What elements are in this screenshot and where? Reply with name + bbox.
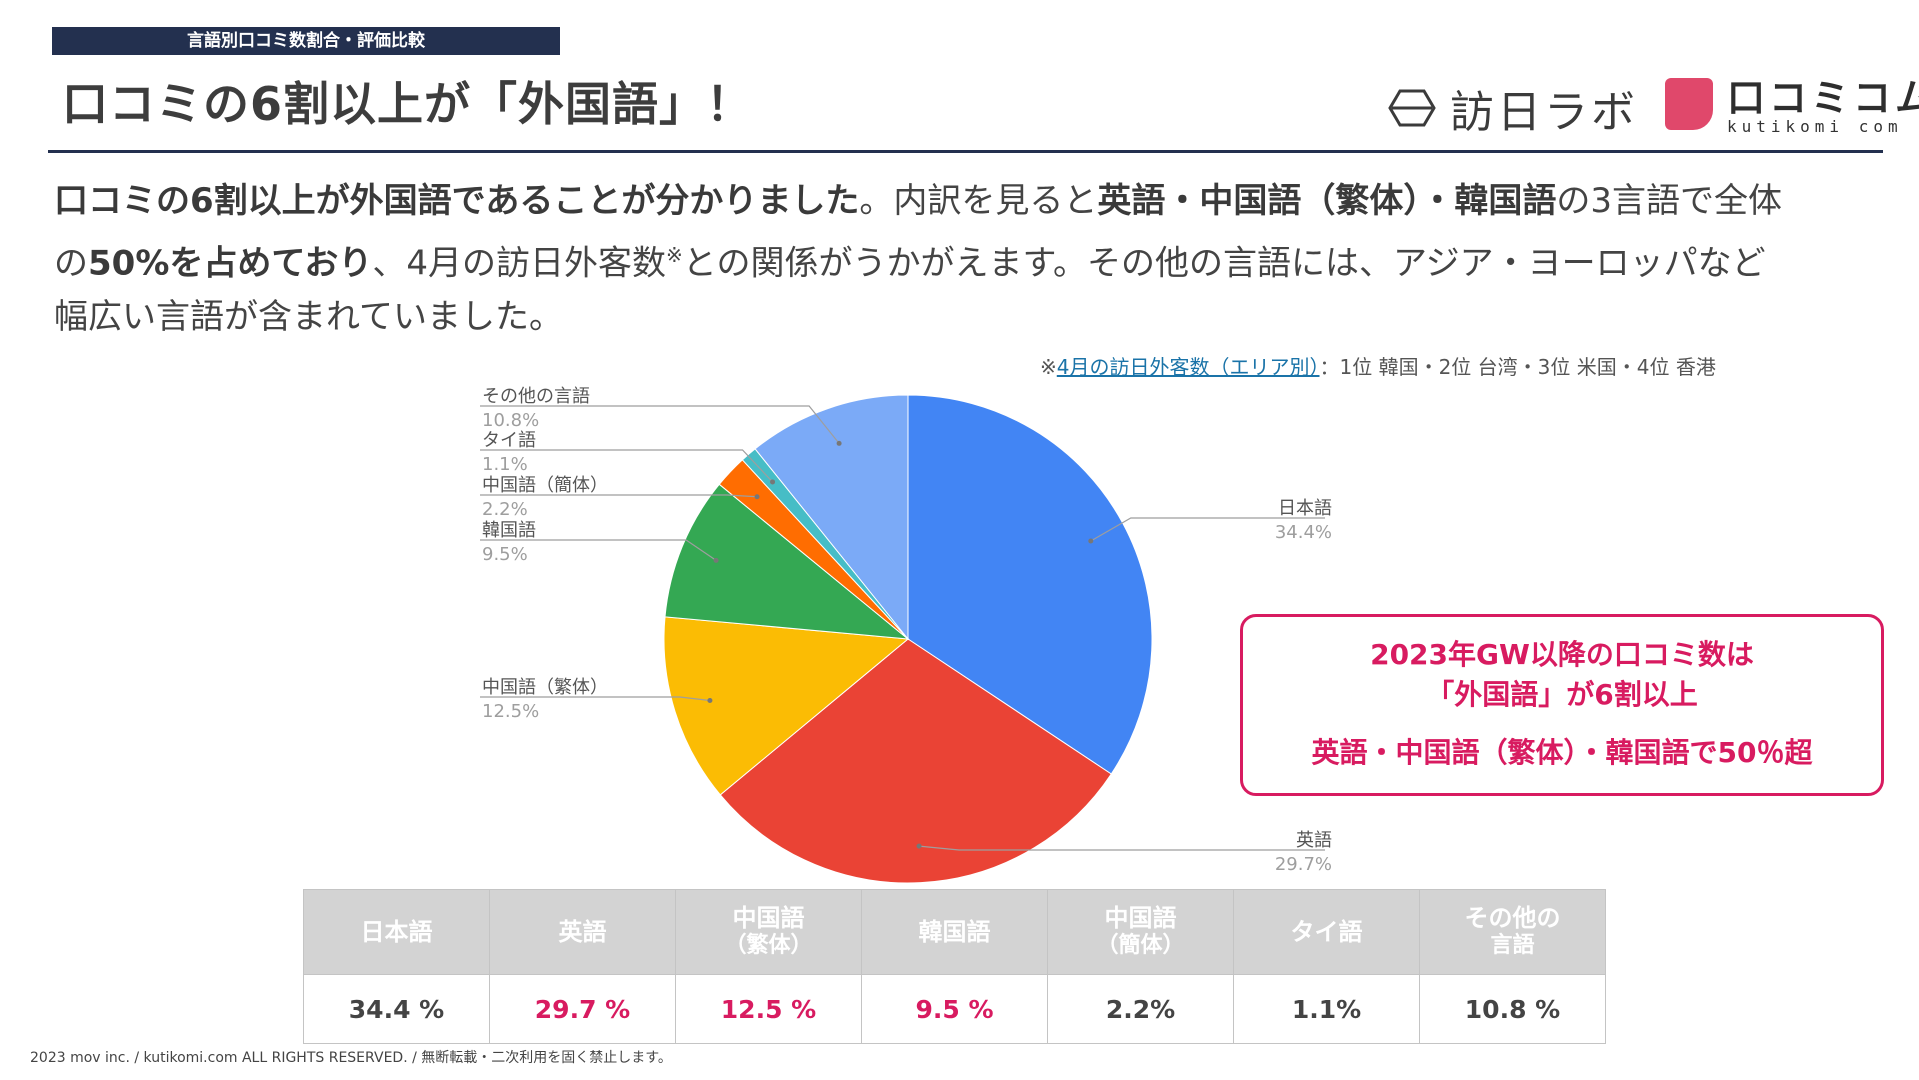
table-value-cell: 12.5 % (675, 974, 862, 1044)
table-header-row: 日本語 英語 中国語 （繁体） 韓国語 中国語 （簡体） タイ語 その他の 言語 (303, 889, 1606, 975)
leader-line-3 (480, 539, 717, 561)
slice-value-label-3: 9.5% (482, 544, 528, 565)
leader-dot-5 (770, 479, 776, 485)
footnote-link[interactable]: 4月の訪日外客数（エリア別） (1056, 355, 1320, 379)
slice-label-4: 中国語（簡体） (482, 475, 608, 496)
leader-line-1 (918, 845, 1325, 851)
table-header-cell: 中国語 （繁体） (675, 889, 862, 975)
slice-value-label-2: 12.5% (482, 701, 539, 722)
table-value-cell: 1.1% (1233, 974, 1420, 1044)
table-header-cell: タイ語 (1233, 889, 1420, 975)
houjin-lab-logo: 訪日ラボ (1388, 82, 1638, 138)
table-header-cell: 英語 (489, 889, 676, 975)
copyright-footer: 2023 mov inc. / kutikomi.com ALL RIGHTS … (30, 1050, 672, 1066)
paragraph-line-3: 幅広い言語が含まれていました。 (54, 297, 563, 338)
leader-line-0 (1090, 517, 1325, 542)
paragraph-bold-1: 口コミの6割以上が外国語であることが分かりました (54, 181, 860, 221)
table-value-cell: 29.7 % (489, 974, 676, 1044)
table-header-cell: 日本語 (303, 889, 490, 975)
paragraph-bold-3: 50%を占めており (88, 243, 373, 284)
slice-value-label-1: 29.7% (1275, 854, 1332, 875)
slice-value-label-4: 2.2% (482, 499, 528, 520)
leader-dot-6 (836, 440, 842, 446)
paragraph-bold-2: 英語・中国語（繁体）・韓国語 (1097, 181, 1557, 221)
slice-value-label-0: 34.4% (1275, 522, 1332, 543)
houjin-lab-text: 訪日ラボ (1450, 87, 1638, 138)
slice-value-label-6: 10.8% (482, 410, 539, 431)
leader-dot-2 (707, 697, 713, 703)
paragraph-text-2c: との関係がうかがえます。その他の言語には、アジア・ヨーロッパなど (682, 243, 1766, 284)
slice-label-0: 日本語 (1278, 498, 1332, 519)
paragraph-text-2a: の (54, 243, 88, 284)
callout-line-2: 「外国語」が6割以上 (1426, 678, 1698, 711)
section-tag: 言語別口コミ数割合・評価比較 (52, 27, 560, 55)
pie-slice-6 (754, 394, 909, 641)
pie-slice-2 (663, 616, 910, 796)
slice-label-5: タイ語 (482, 430, 536, 451)
paragraph-text-1b: の3言語で全体 (1556, 181, 1782, 221)
table-header-cell: 韓国語 (861, 889, 1048, 975)
paragraph-sup-mark: ※ (666, 243, 683, 267)
slice-value-label-5: 1.1% (482, 454, 528, 475)
kuchikomi-com-logo: 口コミコム kutikomi com (1665, 78, 1919, 136)
paragraph-text-1a: 。内訳を見ると (859, 181, 1098, 221)
paragraph-line-1: 口コミの6割以上が外国語であることが分かりました。内訳を見ると英語・中国語（繁体… (54, 174, 1874, 228)
leader-dot-4 (754, 494, 760, 500)
pie-slice-3 (664, 483, 910, 640)
language-share-table: 日本語 英語 中国語 （繁体） 韓国語 中国語 （簡体） タイ語 その他の 言語 34… (303, 889, 1606, 1044)
footnote-mark: ※ (1040, 355, 1057, 379)
footnote-text: ：1位 韓国・2位 台湾・3位 米国・4位 香港 (1319, 355, 1716, 379)
kuchikomi-text-jp: 口コミコム (1727, 76, 1919, 120)
footnote: ※4月の訪日外客数（エリア別）：1位 韓国・2位 台湾・3位 米国・4位 香港 (1040, 351, 1716, 380)
slice-label-6: その他の言語 (482, 386, 590, 407)
callout-line-1: 2023年GW以降の口コミ数は (1370, 638, 1754, 671)
pie-slice-1 (719, 638, 1112, 884)
paragraph-text-2b: 、4月の訪日外客数 (372, 243, 667, 284)
leader-line-4 (480, 494, 758, 498)
table-value-cell: 9.5 % (861, 974, 1048, 1044)
callout-box: 2023年GW以降の口コミ数は 「外国語」が6割以上 英語・中国語（繁体）・韓国… (1240, 614, 1884, 796)
kuchikomi-mark-icon (1665, 78, 1713, 130)
table-value-cell: 34.4 % (303, 974, 490, 1044)
slice-label-2: 中国語（繁体） (482, 677, 608, 698)
table-header-cell: 中国語 （簡体） (1047, 889, 1234, 975)
header-divider (48, 150, 1883, 153)
page-title: 口コミの6割以上が「外国語」！ (62, 77, 754, 131)
table-value-row: 34.4 % 29.7 % 12.5 % 9.5 % 2.2% 1.1% 10.… (303, 974, 1606, 1044)
houjin-lab-mark-icon (1388, 89, 1436, 127)
leader-line-5 (480, 449, 773, 483)
leader-dot-3 (713, 557, 719, 563)
slice-label-1: 英語 (1296, 830, 1332, 851)
slice-label-3: 韓国語 (482, 520, 536, 541)
leader-dot-0 (1088, 538, 1094, 544)
summary-paragraph: 口コミの6割以上が外国語であることが分かりました。内訳を見ると英語・中国語（繁体… (54, 174, 1874, 344)
callout-line-3: 英語・中国語（繁体）・韓国語で50％超 (1311, 736, 1813, 769)
table-header-cell: その他の 言語 (1419, 889, 1606, 975)
paragraph-line-2: の50%を占めており、4月の訪日外客数※との関係がうかがえます。その他の言語には… (54, 228, 1874, 290)
kuchikomi-text-en: kutikomi com (1727, 117, 1903, 136)
table-value-cell: 2.2% (1047, 974, 1234, 1044)
leader-line-6 (480, 405, 840, 444)
table-value-cell: 10.8 % (1419, 974, 1606, 1044)
leader-dot-1 (916, 843, 922, 849)
leader-line-2 (480, 696, 710, 702)
